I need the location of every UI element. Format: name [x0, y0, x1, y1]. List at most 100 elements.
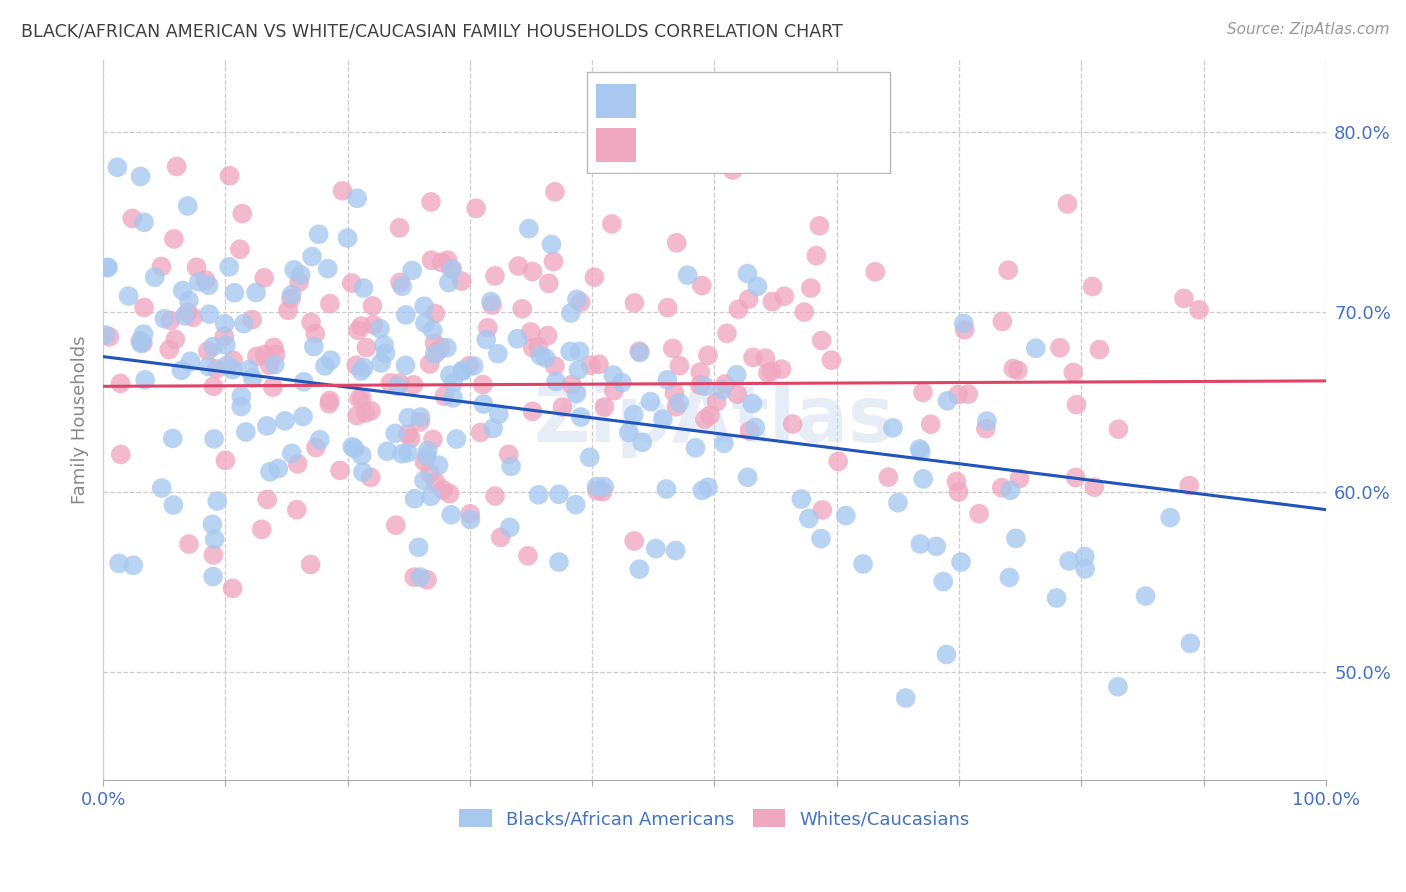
Point [353, 281, 375, 295]
Point [419, 357, 441, 371]
Point [176, 199, 198, 213]
Point [1159, 510, 1181, 524]
Point [299, 558, 322, 572]
Point [350, 364, 373, 378]
Point [481, 298, 503, 312]
Point [388, 220, 411, 235]
Point [567, 363, 589, 377]
Point [568, 344, 591, 359]
Point [422, 323, 444, 337]
Point [287, 457, 309, 471]
Point [343, 442, 366, 456]
Point [770, 362, 793, 376]
Point [280, 446, 302, 460]
Point [808, 219, 831, 233]
Point [413, 299, 436, 313]
Point [157, 343, 180, 357]
Point [319, 393, 342, 408]
Point [404, 570, 426, 584]
Point [201, 340, 224, 354]
Point [693, 379, 716, 393]
Point [194, 273, 217, 287]
Point [697, 348, 720, 362]
Point [1007, 363, 1029, 377]
Point [488, 407, 510, 421]
Point [97, 260, 120, 275]
Point [800, 281, 823, 295]
Point [498, 447, 520, 461]
Point [292, 375, 315, 389]
Point [440, 508, 463, 522]
Point [737, 292, 759, 306]
Point [946, 387, 969, 401]
Point [588, 357, 610, 371]
Point [420, 253, 443, 268]
Point [396, 446, 419, 460]
Point [470, 425, 492, 440]
Point [318, 397, 340, 411]
Point [202, 569, 225, 583]
Point [274, 414, 297, 428]
Point [391, 279, 413, 293]
Point [350, 391, 373, 405]
Point [409, 570, 432, 584]
Point [332, 184, 354, 198]
Point [441, 376, 464, 390]
Point [205, 362, 228, 376]
Point [402, 377, 425, 392]
Point [1056, 197, 1078, 211]
Bar [596, 84, 636, 118]
Point [280, 292, 302, 306]
Point [1064, 470, 1087, 484]
Point [170, 363, 193, 377]
Point [925, 539, 948, 553]
Point [132, 301, 155, 315]
Point [908, 442, 931, 456]
Point [742, 351, 765, 365]
Point [110, 376, 132, 391]
Point [967, 507, 990, 521]
Point [522, 341, 544, 355]
Point [245, 285, 267, 300]
Point [631, 435, 654, 450]
Point [373, 338, 395, 352]
Point [384, 426, 406, 441]
Point [401, 263, 423, 277]
Point [475, 333, 498, 347]
Point [267, 461, 290, 475]
Point [134, 373, 156, 387]
Point [283, 263, 305, 277]
Point [543, 254, 565, 268]
Point [689, 365, 711, 379]
Point [430, 255, 453, 269]
Point [165, 332, 187, 346]
Point [256, 492, 278, 507]
Point [305, 441, 328, 455]
Point [197, 343, 219, 358]
Point [370, 356, 392, 370]
Point [932, 574, 955, 589]
Point [162, 431, 184, 445]
Point [436, 253, 458, 268]
Point [451, 363, 474, 377]
Point [432, 483, 454, 497]
Point [420, 194, 443, 209]
Point [1045, 591, 1067, 605]
Point [527, 340, 550, 354]
Point [484, 489, 506, 503]
Point [218, 169, 240, 183]
Point [1062, 366, 1084, 380]
Point [361, 299, 384, 313]
Point [180, 354, 202, 368]
Point [117, 289, 139, 303]
Point [1178, 478, 1201, 492]
Point [583, 270, 606, 285]
Point [465, 202, 488, 216]
Point [172, 284, 194, 298]
Point [537, 328, 560, 343]
Point [662, 342, 685, 356]
Point [551, 400, 574, 414]
Point [259, 358, 281, 372]
Point [974, 422, 997, 436]
Point [593, 400, 616, 414]
